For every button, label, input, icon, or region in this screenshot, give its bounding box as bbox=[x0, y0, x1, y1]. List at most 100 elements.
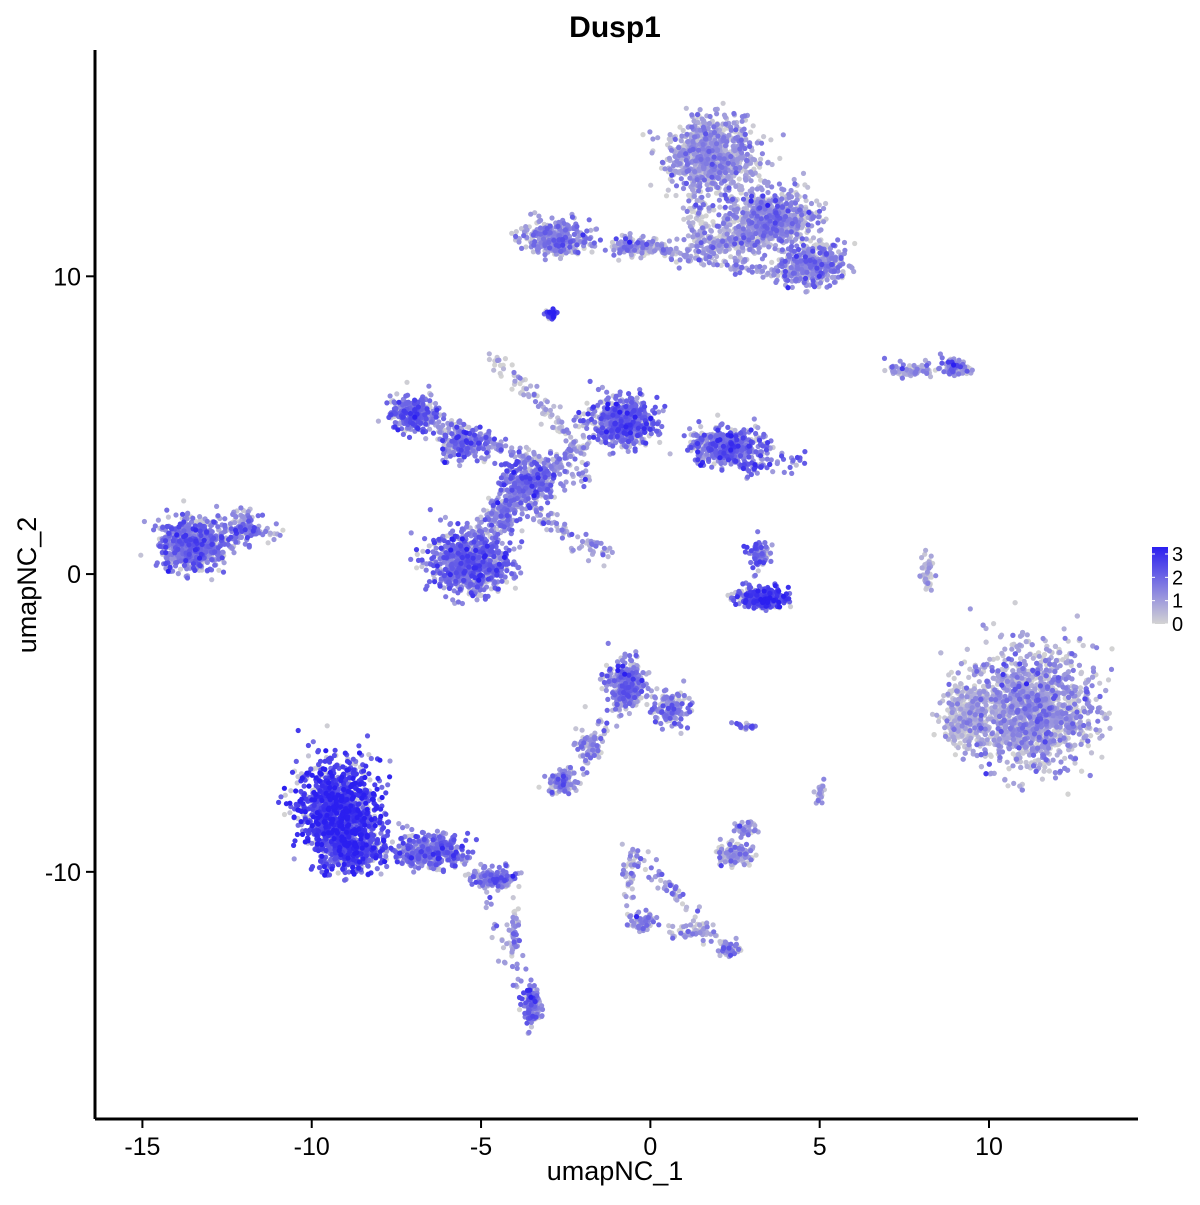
cell-point bbox=[305, 753, 312, 759]
cell-point bbox=[404, 379, 410, 385]
cell-point bbox=[717, 952, 723, 959]
cell-point bbox=[951, 675, 957, 682]
cell-point bbox=[732, 427, 738, 433]
cell-point bbox=[1018, 655, 1024, 662]
cell-point bbox=[1035, 757, 1041, 763]
cell-point bbox=[958, 681, 964, 687]
cell-point bbox=[589, 249, 595, 255]
cell-point bbox=[367, 777, 373, 783]
cell-point bbox=[1097, 680, 1103, 686]
cell-point bbox=[1012, 600, 1018, 606]
cell-point bbox=[800, 170, 807, 176]
cell-point bbox=[1024, 763, 1030, 770]
cell-point bbox=[1057, 749, 1063, 755]
cell-point bbox=[1052, 643, 1058, 650]
cell-point bbox=[389, 839, 395, 845]
cell-point bbox=[753, 852, 759, 858]
cell-point bbox=[1065, 791, 1071, 797]
cell-point bbox=[491, 367, 497, 373]
cell-point bbox=[686, 192, 692, 198]
cell-point bbox=[573, 726, 579, 732]
cell-point bbox=[1002, 646, 1008, 652]
cell-point bbox=[945, 707, 951, 713]
cell-point bbox=[1085, 743, 1091, 749]
cell-point bbox=[267, 530, 273, 536]
cell-point bbox=[1041, 768, 1047, 774]
cell-point bbox=[1023, 639, 1029, 645]
cell-point bbox=[758, 156, 764, 162]
cell-point bbox=[177, 566, 184, 572]
cell-point bbox=[396, 821, 402, 827]
cell-point bbox=[882, 367, 888, 374]
cell-point bbox=[509, 362, 515, 368]
cell-point bbox=[512, 585, 519, 591]
cell-point bbox=[295, 774, 301, 780]
cell-point bbox=[679, 901, 686, 907]
cell-point bbox=[394, 391, 400, 397]
cell-point bbox=[677, 124, 683, 130]
cell-point bbox=[626, 710, 633, 717]
cell-point bbox=[585, 558, 592, 564]
cell-point bbox=[686, 695, 692, 701]
cell-point bbox=[994, 655, 1001, 661]
cell-point bbox=[599, 686, 605, 692]
cell-point bbox=[423, 436, 429, 442]
cell-point bbox=[1088, 750, 1095, 756]
cell-point bbox=[581, 411, 587, 417]
cell-point bbox=[500, 366, 507, 372]
cell-point bbox=[919, 555, 925, 561]
cell-point bbox=[823, 200, 829, 207]
cell-point bbox=[366, 752, 372, 758]
cell-point bbox=[955, 745, 961, 751]
cell-point bbox=[946, 672, 952, 678]
cell-point bbox=[509, 230, 515, 236]
cell-point bbox=[810, 235, 817, 241]
cell-point bbox=[803, 197, 809, 204]
cell-point bbox=[919, 362, 925, 368]
cell-point bbox=[579, 459, 585, 465]
cell-point bbox=[1060, 657, 1066, 663]
cell-point bbox=[666, 923, 672, 929]
cell-point bbox=[516, 883, 522, 890]
cell-point bbox=[1061, 626, 1067, 632]
cell-point bbox=[640, 132, 646, 138]
cell-point bbox=[755, 568, 761, 574]
cell-point bbox=[497, 362, 504, 368]
cell-point bbox=[288, 788, 294, 794]
cell-point bbox=[513, 229, 519, 235]
cell-point bbox=[1004, 759, 1010, 765]
cell-point bbox=[504, 922, 510, 928]
cell-point bbox=[584, 400, 590, 406]
cell-point bbox=[922, 551, 928, 557]
cell-point bbox=[959, 732, 965, 739]
cell-point bbox=[575, 534, 581, 540]
cell-point bbox=[952, 752, 959, 758]
cell-point bbox=[1072, 760, 1078, 766]
cell-point bbox=[711, 207, 717, 213]
cell-point bbox=[816, 202, 822, 208]
cell-point bbox=[1109, 646, 1115, 652]
cell-point bbox=[1080, 642, 1086, 649]
cell-point bbox=[497, 370, 503, 376]
cell-point bbox=[551, 403, 557, 409]
cell-point bbox=[489, 934, 495, 941]
cell-point bbox=[1042, 764, 1048, 770]
cell-point bbox=[670, 923, 676, 930]
cell-point bbox=[486, 351, 492, 357]
cell-point bbox=[684, 904, 690, 910]
cell-point bbox=[638, 255, 644, 261]
cell-point bbox=[718, 262, 724, 268]
cell-point bbox=[999, 650, 1005, 656]
cell-point bbox=[1074, 613, 1080, 619]
cell-point bbox=[761, 242, 767, 248]
cell-point bbox=[1079, 768, 1085, 774]
cell-point bbox=[957, 740, 963, 746]
cell-point bbox=[976, 679, 982, 685]
cell-point bbox=[952, 683, 958, 689]
cell-point bbox=[680, 127, 686, 134]
cell-point bbox=[324, 723, 330, 729]
cell-point bbox=[736, 176, 742, 182]
cell-point bbox=[779, 191, 785, 197]
cell-point bbox=[769, 259, 775, 265]
